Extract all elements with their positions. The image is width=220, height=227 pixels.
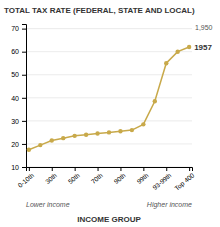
x-tick-label: 30th — [44, 171, 58, 185]
y-tick-label: 40 — [11, 95, 19, 102]
x-axis-title: INCOME GROUP — [77, 215, 141, 224]
sub-label: Lower income — [26, 201, 70, 208]
x-tick-mark — [98, 167, 99, 171]
y-tick-mark — [22, 144, 26, 145]
point — [118, 129, 122, 133]
x-tick: 99th — [135, 167, 149, 185]
point — [61, 136, 65, 140]
y-tick-label: 50 — [11, 71, 19, 78]
point — [95, 131, 99, 135]
y-axis-line — [22, 25, 27, 168]
y-tick: 40 — [11, 95, 26, 102]
chart: TOTAL TAX RATE (FEDERAL, STATE AND LOCAL… — [0, 0, 220, 227]
x-tick: 50th — [67, 167, 81, 185]
x-tick-label: 70th — [90, 171, 104, 185]
marks — [27, 45, 192, 152]
y-tick-label: 60 — [11, 48, 19, 55]
x-axis: 0-10th 30th 50th 70th 90th 99th93-99thTop 400 — [16, 167, 196, 193]
x-tick-mark — [52, 167, 53, 171]
point — [153, 99, 157, 103]
y-tick-label: 30 — [11, 118, 19, 125]
x-tick-label: Top 400 — [173, 171, 196, 192]
y-tick-label: 10 — [11, 164, 19, 171]
grid-line — [26, 28, 192, 29]
annotation: 1,950 — [195, 24, 213, 31]
y-tick-label: 20 — [11, 141, 19, 148]
x-axis-line — [27, 168, 193, 172]
y-tick-mark — [22, 75, 26, 76]
x-tick-mark — [143, 167, 144, 171]
x-tick: 90th — [112, 167, 126, 185]
x-tick: 93-99th — [151, 167, 173, 191]
x-tick-label: 50th — [67, 171, 81, 185]
point — [27, 148, 31, 152]
y-tick: 50 — [11, 71, 26, 78]
y-axis: 10 20 30 40 50 60 70 — [11, 25, 26, 171]
grid-line — [26, 97, 192, 98]
x-tick: Top 400 — [173, 167, 196, 193]
y-tick: 30 — [11, 118, 26, 125]
point — [72, 134, 76, 138]
x-tick: 0-10th — [16, 167, 35, 189]
sub-label: Higher income — [147, 201, 192, 209]
y-tick-label: 70 — [11, 25, 19, 32]
plot: 10 20 30 40 50 60 70 0-10th 30th 50th 70th 90th 99th… — [11, 24, 212, 209]
x-tick-label: 90th — [112, 171, 126, 185]
grid-line — [26, 51, 192, 52]
point — [84, 133, 88, 137]
point — [141, 122, 145, 126]
y-tick-mark — [22, 98, 26, 99]
point — [130, 128, 134, 132]
grid-line — [26, 143, 192, 144]
grid-line — [26, 74, 192, 75]
point — [50, 138, 54, 142]
grid — [26, 29, 192, 167]
y-tick: 60 — [11, 48, 26, 55]
annotation: 1957 — [194, 43, 212, 52]
grid-line — [26, 120, 192, 121]
y-tick: 10 — [11, 164, 26, 171]
point — [164, 61, 168, 65]
y-tick-mark — [22, 52, 26, 53]
y-tick: 20 — [11, 141, 26, 148]
annotations: 1957 1,950 Lower income Higher income — [26, 24, 213, 209]
point — [38, 143, 42, 147]
point — [187, 45, 191, 49]
x-tick-mark — [29, 167, 30, 171]
x-tick-mark — [166, 167, 167, 171]
x-tick-label: 0-10th — [16, 171, 35, 188]
x-tick-mark — [120, 167, 121, 171]
line — [29, 47, 189, 150]
y-tick-mark — [22, 29, 26, 30]
x-tick: 70th — [90, 167, 104, 185]
point — [107, 130, 111, 134]
x-tick: 30th — [44, 167, 58, 185]
y-tick-mark — [22, 121, 26, 122]
x-tick-label: 93-99th — [151, 171, 173, 191]
x-tick-label: 99th — [135, 171, 149, 185]
y-tick-mark — [22, 167, 26, 168]
x-tick-mark — [189, 167, 190, 171]
title: TOTAL TAX RATE (FEDERAL, STATE AND LOCAL… — [4, 6, 195, 15]
x-tick-mark — [75, 167, 76, 171]
y-tick: 70 — [11, 25, 26, 32]
point — [175, 49, 179, 53]
